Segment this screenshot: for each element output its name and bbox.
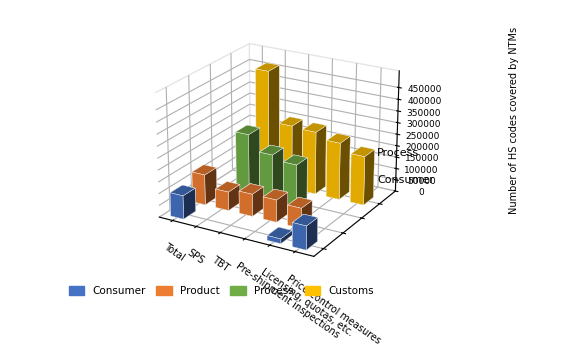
Text: Process: Process (377, 148, 419, 158)
Legend: Consumer, Product, Process, Customs: Consumer, Product, Process, Customs (64, 282, 378, 301)
Text: Consumer: Consumer (377, 175, 434, 185)
